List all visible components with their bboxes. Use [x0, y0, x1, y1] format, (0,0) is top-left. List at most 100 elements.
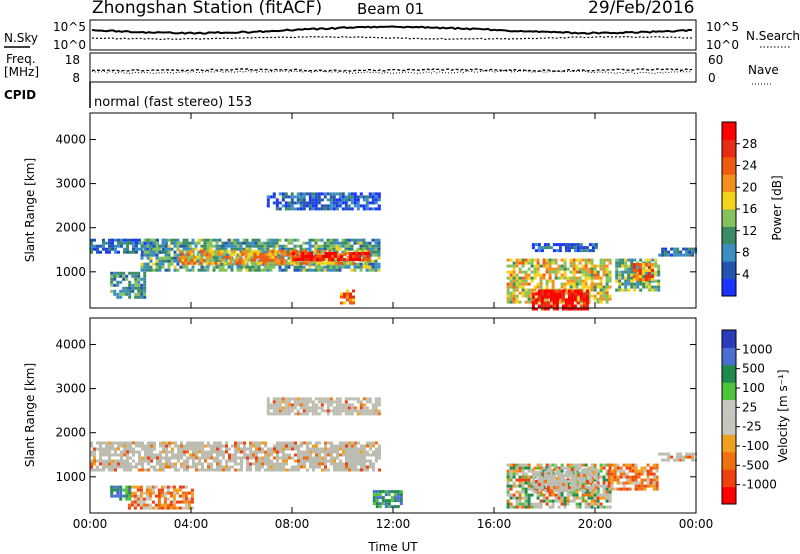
velocity-cell	[315, 456, 318, 460]
velocity-cell	[570, 483, 574, 486]
power-cell	[220, 258, 224, 262]
power-cell	[359, 262, 363, 266]
velocity-cell	[584, 490, 588, 494]
velocity-cell	[351, 468, 354, 472]
velocity-cell	[509, 487, 513, 491]
velocity-cell	[171, 453, 174, 457]
velocity-cell	[160, 503, 164, 507]
velocity-cell	[396, 493, 400, 497]
power-cell	[537, 295, 541, 299]
power-cell	[365, 268, 369, 272]
power-cell	[515, 261, 519, 265]
velocity-cell	[607, 472, 611, 476]
velocity-cell	[602, 496, 606, 500]
velocity-cell	[297, 468, 300, 472]
velocity-cell	[117, 441, 120, 445]
velocity-cell	[151, 500, 155, 504]
freq-tick-bottom: 8	[72, 71, 80, 85]
velocity-cell	[506, 490, 510, 494]
power-cell	[524, 276, 528, 280]
power-cell	[221, 247, 225, 251]
velocity-cell	[646, 472, 650, 476]
power-cell	[138, 238, 141, 242]
velocity-cell	[566, 481, 570, 485]
velocity-cell	[393, 499, 397, 503]
velocity-cell	[591, 471, 595, 474]
velocity-cell	[145, 494, 149, 498]
power-cell	[221, 256, 225, 260]
velocity-cell	[110, 494, 114, 498]
power-cell	[367, 255, 370, 258]
power-cell	[239, 244, 243, 248]
velocity-cell	[369, 444, 372, 448]
velocity-cell	[234, 441, 237, 445]
velocity-cell	[225, 462, 228, 466]
power-cell	[661, 250, 665, 254]
power-cell	[582, 295, 586, 299]
velocity-cell	[646, 478, 650, 482]
velocity-cell	[602, 487, 606, 491]
power-cell	[182, 244, 186, 248]
power-cell	[164, 250, 168, 254]
power-cell	[341, 250, 345, 254]
velocity-cell	[159, 465, 162, 469]
power-y-tick-label: 1000	[55, 265, 86, 279]
velocity-cell	[631, 475, 635, 479]
velocity-cell	[96, 465, 99, 469]
power-cell	[250, 252, 254, 256]
velocity-cell	[585, 471, 589, 474]
power-cell	[540, 289, 544, 293]
velocity-cell	[225, 459, 228, 463]
power-cell	[593, 282, 597, 286]
power-cell	[584, 258, 588, 262]
velocity-cell	[581, 484, 585, 488]
velocity-cell	[138, 468, 141, 472]
velocity-cell	[314, 403, 318, 407]
power-cell	[552, 298, 556, 302]
velocity-cell	[531, 489, 535, 492]
velocity-cell	[267, 447, 270, 451]
power-cell	[567, 295, 571, 299]
power-cell	[227, 241, 231, 245]
power-cell	[602, 291, 606, 295]
power-cell	[314, 262, 318, 266]
velocity-cell	[524, 463, 528, 467]
velocity-cell	[267, 450, 270, 454]
velocity-cell	[649, 481, 653, 485]
power-cell	[230, 268, 234, 272]
power-cell	[140, 277, 144, 281]
velocity-cell	[554, 472, 558, 476]
velocity-cell	[548, 499, 552, 503]
power-cell	[214, 249, 218, 253]
power-cell	[317, 244, 321, 248]
power-cell	[362, 247, 366, 251]
velocity-cell	[147, 441, 150, 445]
power-cell	[126, 244, 129, 248]
velocity-cell	[120, 456, 123, 460]
velocity-cell	[360, 459, 363, 463]
velocity-cell	[231, 465, 234, 469]
velocity-cell	[515, 478, 519, 482]
power-cell	[621, 276, 625, 280]
velocity-cell	[545, 463, 549, 467]
velocity-cell	[187, 500, 191, 504]
velocity-cell	[133, 494, 137, 498]
power-cell	[569, 279, 573, 283]
power-cell	[125, 292, 129, 296]
power-cell	[314, 238, 318, 242]
power-cell	[540, 307, 544, 311]
velocity-cell	[512, 505, 516, 509]
velocity-cell	[596, 478, 600, 482]
power-cell	[349, 298, 352, 302]
velocity-cell	[201, 462, 204, 466]
power-cell	[608, 273, 612, 277]
power-cell	[590, 282, 594, 286]
power-cell	[377, 256, 381, 260]
velocity-cell	[543, 480, 547, 483]
velocity-cell	[279, 444, 282, 448]
velocity-cell	[371, 406, 375, 410]
velocity-cell	[163, 497, 167, 501]
velocity-cell	[655, 484, 659, 488]
velocity-cell	[362, 397, 366, 401]
